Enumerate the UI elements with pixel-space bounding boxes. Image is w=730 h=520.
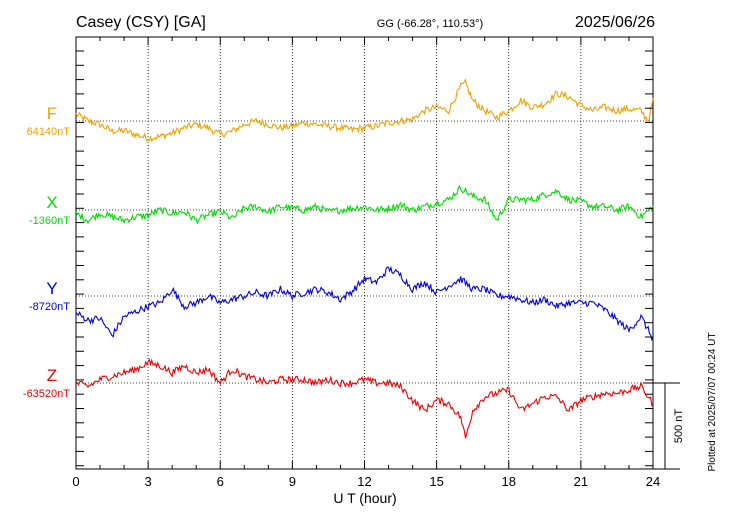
baseline-lines — [76, 120, 653, 384]
station-title: Casey (CSY) [GA] — [76, 14, 206, 31]
series-line-x — [75, 184, 654, 225]
series-name-z: Z — [47, 366, 57, 385]
x-tick-label: 0 — [72, 474, 79, 489]
baseline-value-z: -63520nT — [23, 388, 70, 400]
grid-lines — [147, 37, 582, 469]
x-axis-label: U T (hour) — [333, 490, 396, 506]
x-tick-label: 24 — [646, 474, 660, 489]
series-line-y — [75, 265, 654, 342]
series-name-y: Y — [46, 279, 57, 298]
baseline-value-x: -1360nT — [29, 215, 70, 227]
baseline-value-y: -8720nT — [29, 301, 70, 313]
station-coordinates: GG (-66.28°, 110.53°) — [377, 18, 483, 30]
plot-date: 2025/06/26 — [575, 14, 655, 31]
x-tick-label: 18 — [502, 474, 516, 489]
series-traces — [75, 78, 654, 439]
x-tick-label: 3 — [145, 474, 152, 489]
x-tick-label: 9 — [289, 474, 296, 489]
series-line-f — [75, 78, 654, 143]
x-tick-label: 6 — [217, 474, 224, 489]
plotted-timestamp: Plotted at 2025/07/07 00:24 UT — [707, 333, 718, 472]
series-labels: F 64140nT X -1360nT Y -8720nT Z -63520nT — [23, 104, 70, 400]
x-tick-label: 15 — [429, 474, 443, 489]
series-name-f: F — [47, 104, 57, 123]
scale-bar: 500 nT — [643, 382, 685, 470]
series-name-x: X — [46, 193, 57, 212]
series-line-z — [75, 358, 654, 439]
baseline-value-f: 64140nT — [27, 126, 71, 138]
scale-bar-label: 500 nT — [673, 409, 685, 444]
x-tick-label: 12 — [357, 474, 371, 489]
x-axis-ticks: 0 3 6 9 12 15 18 21 24 — [72, 37, 660, 489]
x-tick-label: 21 — [574, 474, 588, 489]
